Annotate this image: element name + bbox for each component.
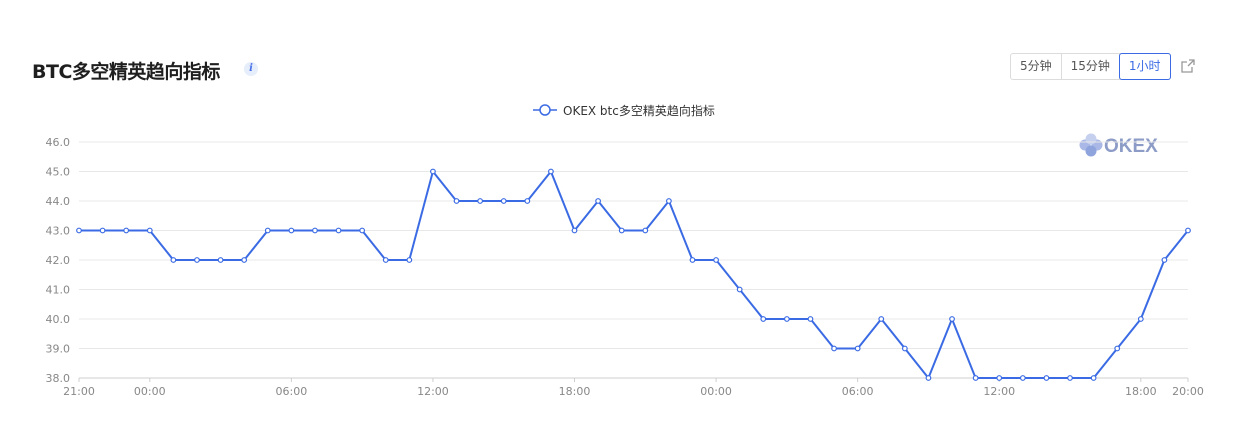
data-point[interactable] [807,316,814,322]
okex-watermark: OKEX [1079,133,1158,157]
x-tick-label: 06:00 [276,385,308,398]
data-point[interactable] [335,227,342,234]
chart-legend[interactable]: OKEX btc多空精英趋向指标 [533,101,715,119]
y-tick-label: 40.0 [46,313,71,326]
data-point[interactable] [972,375,979,381]
x-tick-label: 00:00 [134,385,166,398]
data-point[interactable] [1137,316,1144,322]
data-point[interactable] [123,227,130,234]
data-point[interactable] [595,198,602,204]
x-tick-label: 20:00 [1172,385,1204,398]
data-point[interactable] [1019,375,1026,381]
y-tick-label: 44.0 [46,195,71,208]
okex-logo-icon [1079,133,1103,157]
data-point[interactable] [288,227,295,234]
data-point[interactable] [665,198,672,204]
share-icon[interactable] [1180,58,1196,74]
legend-label: OKEX btc多空精英趋向指标 [563,103,715,118]
y-tick-label: 45.0 [46,166,71,179]
data-point[interactable] [736,286,743,293]
y-tick-label: 46.0 [46,136,71,149]
interval-1hour-button[interactable]: 1小时 [1118,53,1171,80]
data-point[interactable] [642,227,649,234]
y-tick-label: 42.0 [46,254,71,267]
x-tick-label: 12:00 [417,385,449,398]
data-point[interactable] [1043,375,1050,381]
x-tick-label: 12:00 [983,385,1015,398]
data-point[interactable] [264,227,271,234]
data-point[interactable] [1185,227,1191,234]
data-point[interactable] [453,198,460,204]
data-point[interactable] [406,257,413,263]
data-point[interactable] [831,345,837,352]
data-point[interactable] [925,375,932,381]
data-point[interactable] [854,345,861,352]
y-tick-label: 41.0 [46,284,71,297]
data-point[interactable] [76,227,82,234]
y-tick-label: 38.0 [46,372,71,385]
x-tick-label: 18:00 [1125,385,1157,398]
info-icon[interactable]: i [244,62,258,76]
data-point[interactable] [996,375,1003,381]
data-point[interactable] [713,257,719,263]
time-interval-selector: 5分钟 15分钟 1小时 [1010,53,1171,80]
data-point[interactable] [689,257,696,263]
interval-5min-button[interactable]: 5分钟 [1011,54,1062,79]
x-tick-label: 21:00 [63,385,95,398]
data-point[interactable] [1161,257,1168,263]
data-point[interactable] [949,316,955,322]
data-point[interactable] [241,257,248,263]
data-point[interactable] [878,316,885,322]
data-point[interactable] [500,198,507,204]
data-point[interactable] [170,257,177,263]
data-point[interactable] [217,257,224,263]
data-point[interactable] [524,198,531,204]
data-point[interactable] [1090,375,1097,381]
data-point[interactable] [1067,375,1073,381]
y-tick-label: 43.0 [46,225,71,238]
data-point[interactable] [312,227,318,234]
data-point[interactable] [430,168,436,175]
data-point[interactable] [146,227,153,234]
series-line [79,170,1189,379]
y-tick-label: 39.0 [46,343,71,356]
data-point[interactable] [618,227,625,234]
data-point[interactable] [571,227,578,234]
data-point[interactable] [99,227,106,234]
chart-title: BTC多空精英趋向指标 [32,61,220,83]
data-point[interactable] [477,198,484,204]
data-point[interactable] [382,257,389,263]
data-point[interactable] [1114,345,1121,352]
x-tick-label: 18:00 [559,385,591,398]
data-point[interactable] [783,316,790,322]
watermark-text: OKEX [1104,136,1158,157]
legend-line-marker [533,104,557,116]
data-point[interactable] [359,227,366,234]
data-point[interactable] [760,316,767,322]
data-point[interactable] [901,345,908,352]
data-point[interactable] [194,257,200,263]
x-tick-label: 06:00 [842,385,874,398]
data-point[interactable] [548,168,554,175]
x-tick-label: 00:00 [700,385,732,398]
